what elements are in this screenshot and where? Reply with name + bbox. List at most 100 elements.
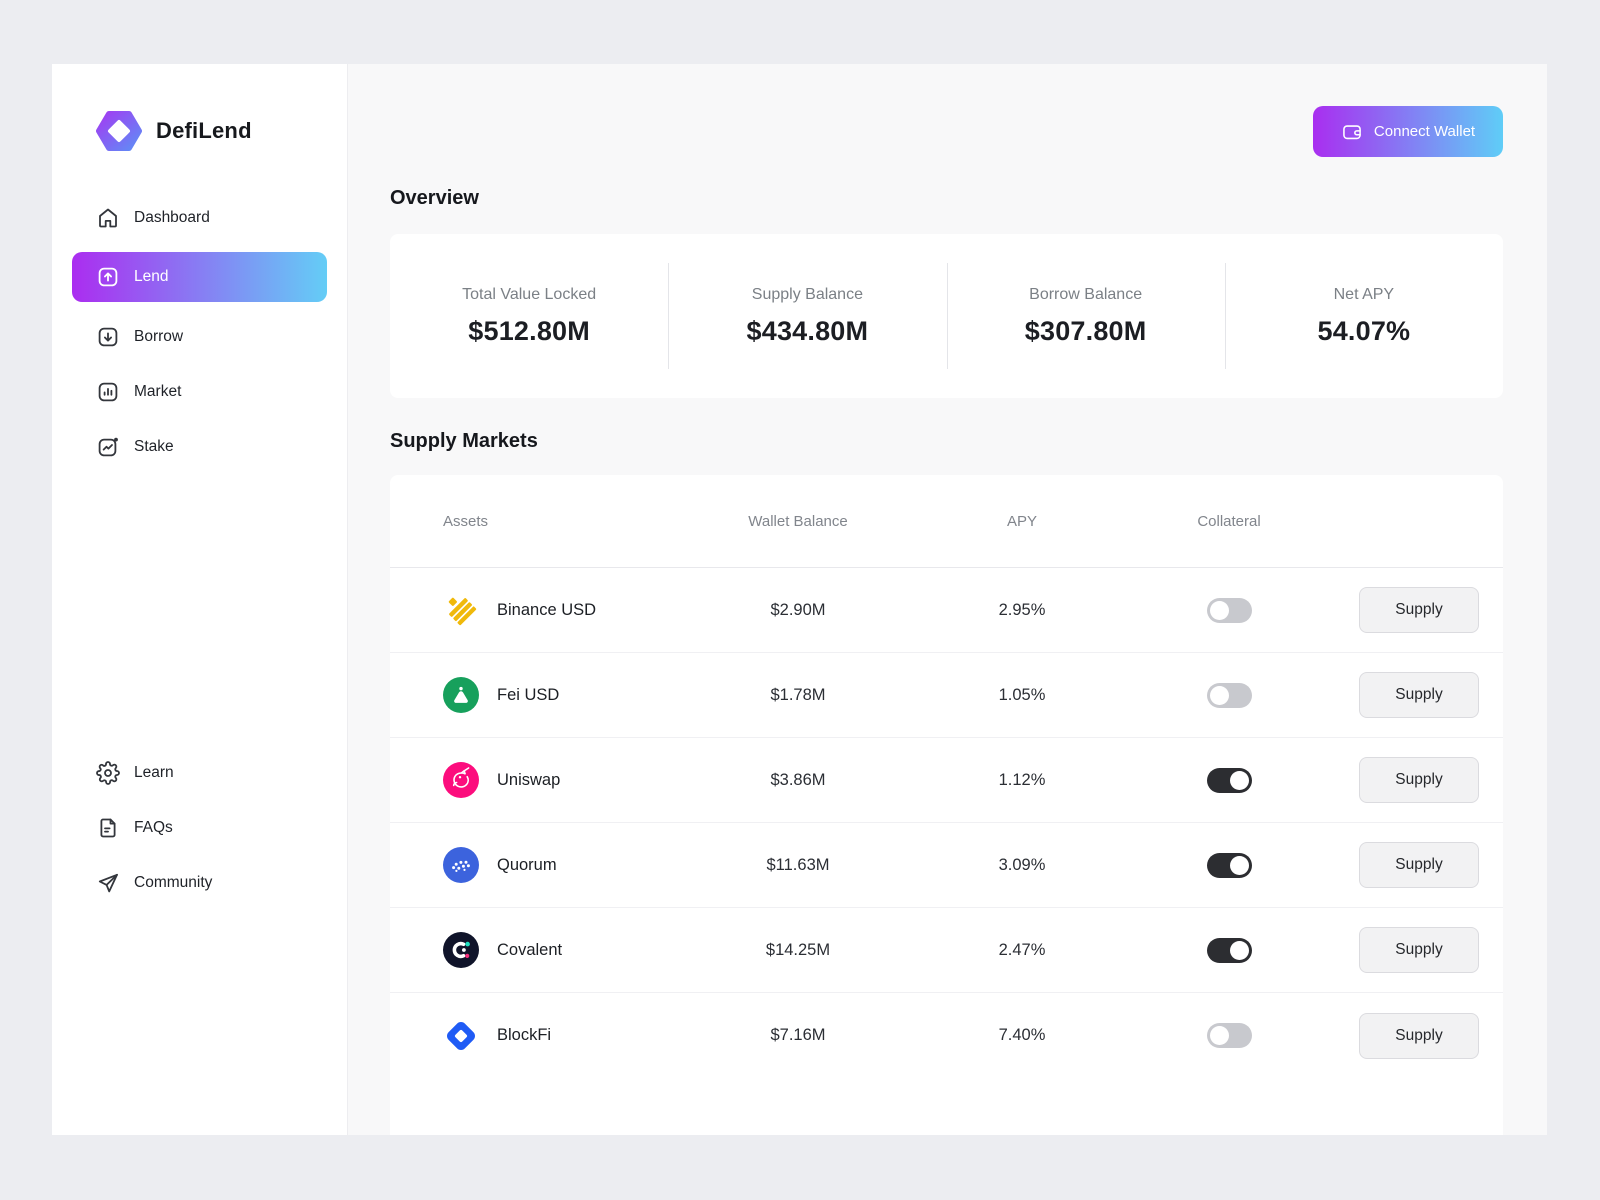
lend-icon	[96, 265, 120, 289]
sidebar-item-learn[interactable]: Learn	[52, 745, 347, 800]
sidebar-item-lend[interactable]: Lend	[72, 252, 327, 302]
supply-markets-title: Supply Markets	[390, 430, 538, 452]
fei-icon	[443, 677, 479, 713]
paper-plane-icon	[96, 871, 120, 895]
sidebar-item-dashboard[interactable]: Dashboard	[52, 190, 347, 245]
asset-cell: Binance USD	[443, 592, 683, 628]
supply-button[interactable]: Supply	[1359, 587, 1479, 633]
wallet-balance-value: $11.63M	[766, 855, 830, 874]
connect-wallet-button[interactable]: Connect Wallet	[1313, 106, 1503, 157]
asset-cell: Fei USD	[443, 677, 683, 713]
asset-name: Fei USD	[497, 685, 560, 704]
asset-cell: Quorum	[443, 847, 683, 883]
table-row: Binance USD $2.90M 2.95% Supply	[390, 568, 1503, 653]
table-row: BlockFi $7.16M 7.40% Supply	[390, 993, 1503, 1078]
wallet-balance-value: $2.90M	[770, 600, 826, 619]
blockfi-icon	[443, 1018, 479, 1054]
toggle-knob	[1229, 940, 1249, 960]
overview-stat: Borrow Balance $307.80M	[946, 234, 1225, 398]
asset-name: Quorum	[497, 855, 557, 874]
apy-value: 2.95%	[998, 600, 1046, 619]
wallet-balance-value: $14.25M	[765, 940, 831, 959]
collateral-toggle[interactable]	[1206, 1023, 1252, 1048]
toggle-knob	[1229, 770, 1249, 790]
table-row: Quorum $11.63M 3.09% Supply	[390, 823, 1503, 908]
overview-stat: Net APY 54.07%	[1224, 234, 1503, 398]
brand-logo-icon	[96, 108, 142, 154]
sidebar-footer-nav: Learn FAQs Community	[52, 745, 347, 910]
sidebar-nav: Dashboard Lend Borrow Market Stake	[52, 190, 347, 474]
sidebar-item-stake[interactable]: Stake	[52, 419, 347, 474]
sidebar-item-market[interactable]: Market	[52, 364, 347, 419]
toggle-knob	[1229, 855, 1249, 875]
asset-cell: Covalent	[443, 932, 683, 968]
brand: DefiLend	[96, 108, 347, 154]
toggle-knob	[1209, 600, 1229, 620]
overview-stat: Total Value Locked $512.80M	[390, 234, 668, 398]
apy-value: 3.09%	[998, 855, 1046, 874]
busd-icon	[443, 592, 479, 628]
apy-value: 2.47%	[998, 940, 1046, 959]
stat-value: $434.80M	[746, 315, 869, 346]
column-header-wallet-balance: Wallet Balance	[748, 512, 848, 530]
covalent-icon	[443, 932, 479, 968]
market-icon	[96, 380, 120, 404]
column-header-collateral: Collateral	[1197, 512, 1261, 530]
collateral-toggle[interactable]	[1206, 852, 1252, 878]
quorum-icon	[443, 847, 479, 883]
asset-name: Uniswap	[497, 770, 561, 789]
wallet-icon	[1341, 121, 1363, 143]
stat-label: Net APY	[1333, 285, 1395, 303]
wallet-balance-value: $1.78M	[770, 685, 826, 704]
supply-button[interactable]: Supply	[1359, 842, 1479, 888]
apy-value: 1.12%	[998, 770, 1046, 789]
stat-label: Borrow Balance	[1029, 285, 1143, 303]
main-content: Connect Wallet Overview Total Value Lock…	[348, 64, 1547, 1135]
table-header: Assets Wallet Balance APY Collateral	[390, 475, 1503, 568]
stat-label: Supply Balance	[751, 285, 863, 303]
asset-name: Binance USD	[497, 600, 597, 619]
brand-name: DefiLend	[156, 118, 252, 143]
wallet-balance-value: $3.86M	[770, 770, 826, 789]
sidebar-item-borrow[interactable]: Borrow	[52, 309, 347, 364]
app-window: DefiLend Dashboard Lend Borrow Market St…	[52, 64, 1547, 1135]
asset-name: Covalent	[497, 940, 563, 959]
table-row: Covalent $14.25M 2.47% Supply	[390, 908, 1503, 993]
table-body: Binance USD $2.90M 2.95% Supply Fei USD …	[390, 568, 1503, 1078]
home-icon	[96, 206, 120, 230]
document-icon	[96, 816, 120, 840]
asset-cell: Uniswap	[443, 762, 683, 798]
overview-stat: Supply Balance $434.80M	[668, 234, 946, 398]
overview-card: Total Value Locked $512.80M Supply Balan…	[390, 234, 1503, 398]
wallet-balance-value: $7.16M	[770, 1026, 826, 1044]
table-row: Uniswap $3.86M 1.12% Supply	[390, 738, 1503, 823]
apy-value: 7.40%	[998, 1026, 1046, 1044]
supply-button[interactable]: Supply	[1359, 757, 1479, 803]
supply-button[interactable]: Supply	[1359, 1012, 1479, 1059]
collateral-toggle[interactable]	[1206, 767, 1252, 793]
column-header-assets: Assets	[443, 512, 489, 530]
uniswap-icon	[443, 762, 479, 798]
borrow-icon	[96, 325, 120, 349]
sidebar: DefiLend Dashboard Lend Borrow Market St…	[52, 64, 348, 1135]
collateral-toggle[interactable]	[1206, 937, 1252, 963]
sidebar-item-community[interactable]: Community	[52, 855, 347, 910]
collateral-toggle[interactable]	[1206, 597, 1252, 623]
column-header-apy: APY	[1006, 512, 1037, 530]
gear-icon	[96, 760, 120, 785]
supply-button[interactable]: Supply	[1359, 672, 1479, 718]
asset-name: BlockFi	[497, 1026, 552, 1044]
table-row: Fei USD $1.78M 1.05% Supply	[390, 653, 1503, 738]
stat-value: $512.80M	[468, 315, 590, 346]
topbar: Connect Wallet	[390, 64, 1503, 157]
asset-cell: BlockFi	[443, 1018, 683, 1054]
stat-value: 54.07%	[1317, 315, 1411, 346]
stat-label: Total Value Locked	[462, 285, 597, 303]
overview-title: Overview	[390, 187, 479, 209]
sidebar-item-faqs[interactable]: FAQs	[52, 800, 347, 855]
collateral-toggle[interactable]	[1206, 682, 1252, 708]
connect-wallet-label: Connect Wallet	[1373, 123, 1476, 140]
supply-markets-table: Assets Wallet Balance APY Collateral Bin…	[390, 475, 1503, 1135]
supply-button[interactable]: Supply	[1359, 927, 1479, 973]
toggle-knob	[1209, 685, 1229, 705]
